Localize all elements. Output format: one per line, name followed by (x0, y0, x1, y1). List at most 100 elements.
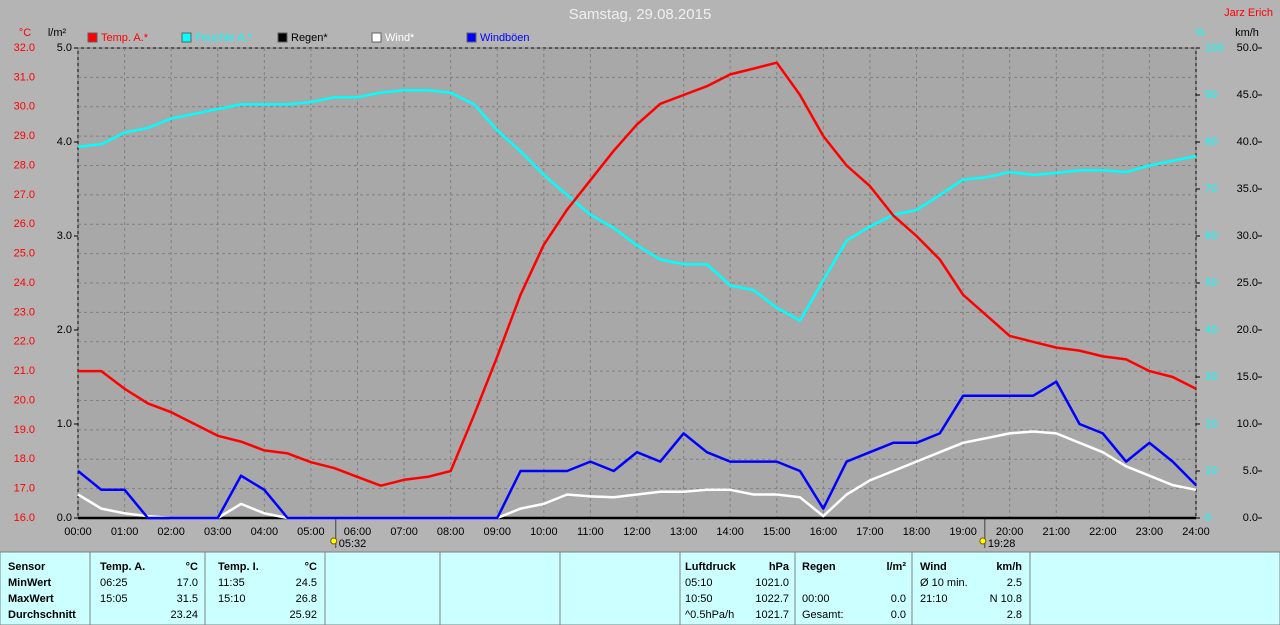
author: Jarz Erich (1224, 7, 1273, 19)
y-tick-label: 24.0 (14, 277, 35, 289)
stats-panel (0, 551, 1280, 625)
stats-cell: N 10.8 (990, 593, 1022, 605)
y4-axis-unit: km/h (1235, 27, 1259, 39)
stats-cell: 06:25 (100, 577, 128, 589)
stats-header: Temp. A. (100, 561, 145, 573)
y-tick-label: 19.0 (14, 424, 35, 436)
stats-header: l/m² (886, 561, 906, 573)
legend-label: Windböen (480, 32, 530, 44)
stats-row-label: MaxWert (8, 593, 54, 605)
y-tick-label: 18.0 (14, 453, 35, 465)
annotation-label: 19:28 (988, 538, 1016, 550)
stats-cell: Gesamt: (802, 609, 844, 621)
x-tick-label: 16:00 (810, 526, 838, 538)
y3-tick-label: 1.0 (57, 418, 72, 430)
stats-cell: 2.5 (1007, 577, 1022, 589)
y2-tick-label: 20 (1205, 418, 1217, 430)
y4-tick-label: 5.0 (1243, 465, 1258, 477)
y2-tick-label: 10 (1205, 465, 1217, 477)
y-tick-label: 22.0 (14, 336, 35, 348)
x-tick-label: 00:00 (64, 526, 92, 538)
legend-label: Feuchte A.* (195, 32, 253, 44)
y-tick-label: 28.0 (14, 159, 35, 171)
x-tick-label: 15:00 (763, 526, 791, 538)
sun-icon (979, 537, 987, 545)
y2-tick-label: 30 (1205, 371, 1217, 383)
x-tick-label: 14:00 (716, 526, 744, 538)
series-line (77, 89, 1197, 322)
x-tick-label: 13:00 (670, 526, 698, 538)
series-line (78, 61, 1197, 487)
x-tick-label: 23:00 (1136, 526, 1164, 538)
stats-cell: ^0.5hPa/h (685, 609, 734, 621)
stats-header: °C (186, 561, 198, 573)
stats-cell: 25.92 (289, 609, 317, 621)
y2-tick-label: 100 (1205, 42, 1223, 54)
stats-header: km/h (996, 561, 1022, 573)
x-tick-label: 19:00 (949, 526, 977, 538)
legend-swatch (277, 32, 288, 43)
x-tick-label: 03:00 (204, 526, 232, 538)
stats-cell: 1021.7 (755, 609, 789, 621)
y4-tick-label: 20.0 (1237, 324, 1258, 336)
y4-tick-label: 50.0 (1237, 42, 1258, 54)
legend-swatch (181, 32, 192, 43)
x-tick-label: 18:00 (903, 526, 931, 538)
x-tick-label: 04:00 (251, 526, 279, 538)
y-tick-label: 29.0 (14, 130, 35, 142)
y4-tick-label: 15.0 (1237, 371, 1258, 383)
x-tick-label: 24:00 (1182, 526, 1210, 538)
y3-tick-label: 5.0 (57, 42, 72, 54)
y3-tick-label: 4.0 (57, 136, 72, 148)
stats-header: °C (305, 561, 317, 573)
stats-cell: 31.5 (177, 593, 198, 605)
y2-tick-label: 60 (1205, 230, 1217, 242)
y3-tick-label: 0.0 (57, 512, 72, 524)
x-tick-label: 07:00 (390, 526, 418, 538)
y-tick-label: 30.0 (14, 101, 35, 113)
stats-header: Regen (802, 561, 836, 573)
y-tick-label: 31.0 (14, 71, 35, 83)
y2-tick-label: 70 (1205, 183, 1217, 195)
y-tick-label: 26.0 (14, 218, 35, 230)
legend-swatch (87, 32, 98, 43)
x-tick-label: 09:00 (483, 526, 511, 538)
stats-row-label: MinWert (8, 577, 52, 589)
x-tick-label: 06:00 (344, 526, 372, 538)
stats-cell: 05:10 (685, 577, 713, 589)
sun-icon (330, 537, 338, 545)
x-tick-label: 22:00 (1089, 526, 1117, 538)
legend-label: Regen* (291, 32, 328, 44)
y4-tick-label: 35.0 (1237, 183, 1258, 195)
stats-cell: 00:00 (802, 593, 830, 605)
stats-cell: 23.24 (170, 609, 198, 621)
y-tick-label: 20.0 (14, 394, 35, 406)
y4-tick-label: 0.0 (1243, 512, 1258, 524)
y-tick-label: 32.0 (14, 42, 35, 54)
y-tick-label: 17.0 (14, 483, 35, 495)
y-tick-label: 21.0 (14, 365, 35, 377)
y2-tick-label: 50 (1205, 277, 1217, 289)
series-line (77, 380, 1197, 520)
stats-cell: 15:10 (218, 593, 246, 605)
stats-cell: 21:10 (920, 593, 948, 605)
y4-tick-label: 45.0 (1237, 89, 1258, 101)
x-tick-label: 20:00 (996, 526, 1024, 538)
y3-tick-label: 3.0 (57, 230, 72, 242)
stats-cell: 15:05 (100, 593, 128, 605)
y3-axis-unit: l/m² (48, 27, 67, 39)
x-tick-label: 12:00 (623, 526, 651, 538)
y-tick-label: 23.0 (14, 306, 35, 318)
legend-swatch (466, 32, 477, 43)
y2-tick-label: 90 (1205, 89, 1217, 101)
stats-cell: 2.8 (1007, 609, 1022, 621)
legend-swatch (371, 32, 382, 43)
y-tick-label: 16.0 (14, 512, 35, 524)
stats-cell: 24.5 (296, 577, 317, 589)
legend-label: Wind* (385, 32, 415, 44)
x-tick-label: 05:00 (297, 526, 325, 538)
y-tick-label: 25.0 (14, 248, 35, 260)
y2-tick-label: 0 (1205, 512, 1211, 524)
y2-tick-label: 80 (1205, 136, 1217, 148)
